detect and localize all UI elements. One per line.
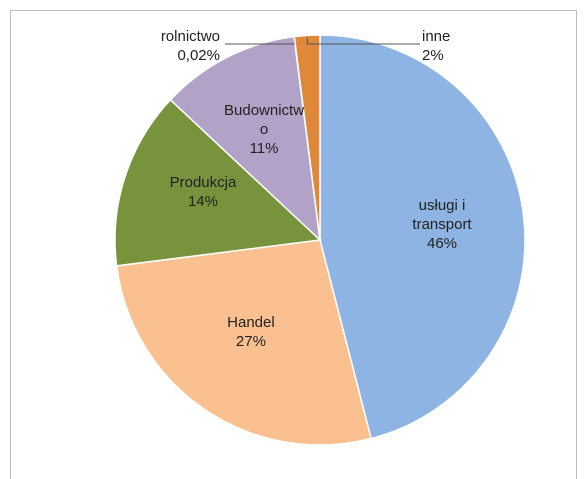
category-label: usługi i transport [412,196,472,233]
value-label: 0,02% [177,47,220,64]
value-label: 27% [235,332,266,350]
leader-line [306,37,420,45]
pie-slice [319,34,526,440]
value-label: 2% [422,47,444,64]
category-label: Handel [227,313,275,331]
chart-frame [10,10,577,479]
slice-label: Produkcja 14% [153,173,253,211]
pie-slice [293,34,321,241]
slice-label: Handel 27% [201,313,301,351]
value-label: 46% [427,234,458,252]
category-label: Budownictwo [224,102,305,139]
slice-label: usługi i transport 46% [392,196,492,253]
category-label: inne [422,28,451,45]
slice-label: inne 2% [422,27,522,65]
value-label: 11% [249,140,279,158]
pie-slice [114,98,322,267]
pie-slice [115,239,373,446]
value-label: 14% [187,193,218,211]
slice-label: rolnictwo 0,02% [120,27,220,65]
slice-label: Budownictwo 11% [214,101,314,158]
category-label: Produkcja [169,174,237,192]
category-label: rolnictwo [160,28,220,45]
pie-slice [169,35,322,242]
